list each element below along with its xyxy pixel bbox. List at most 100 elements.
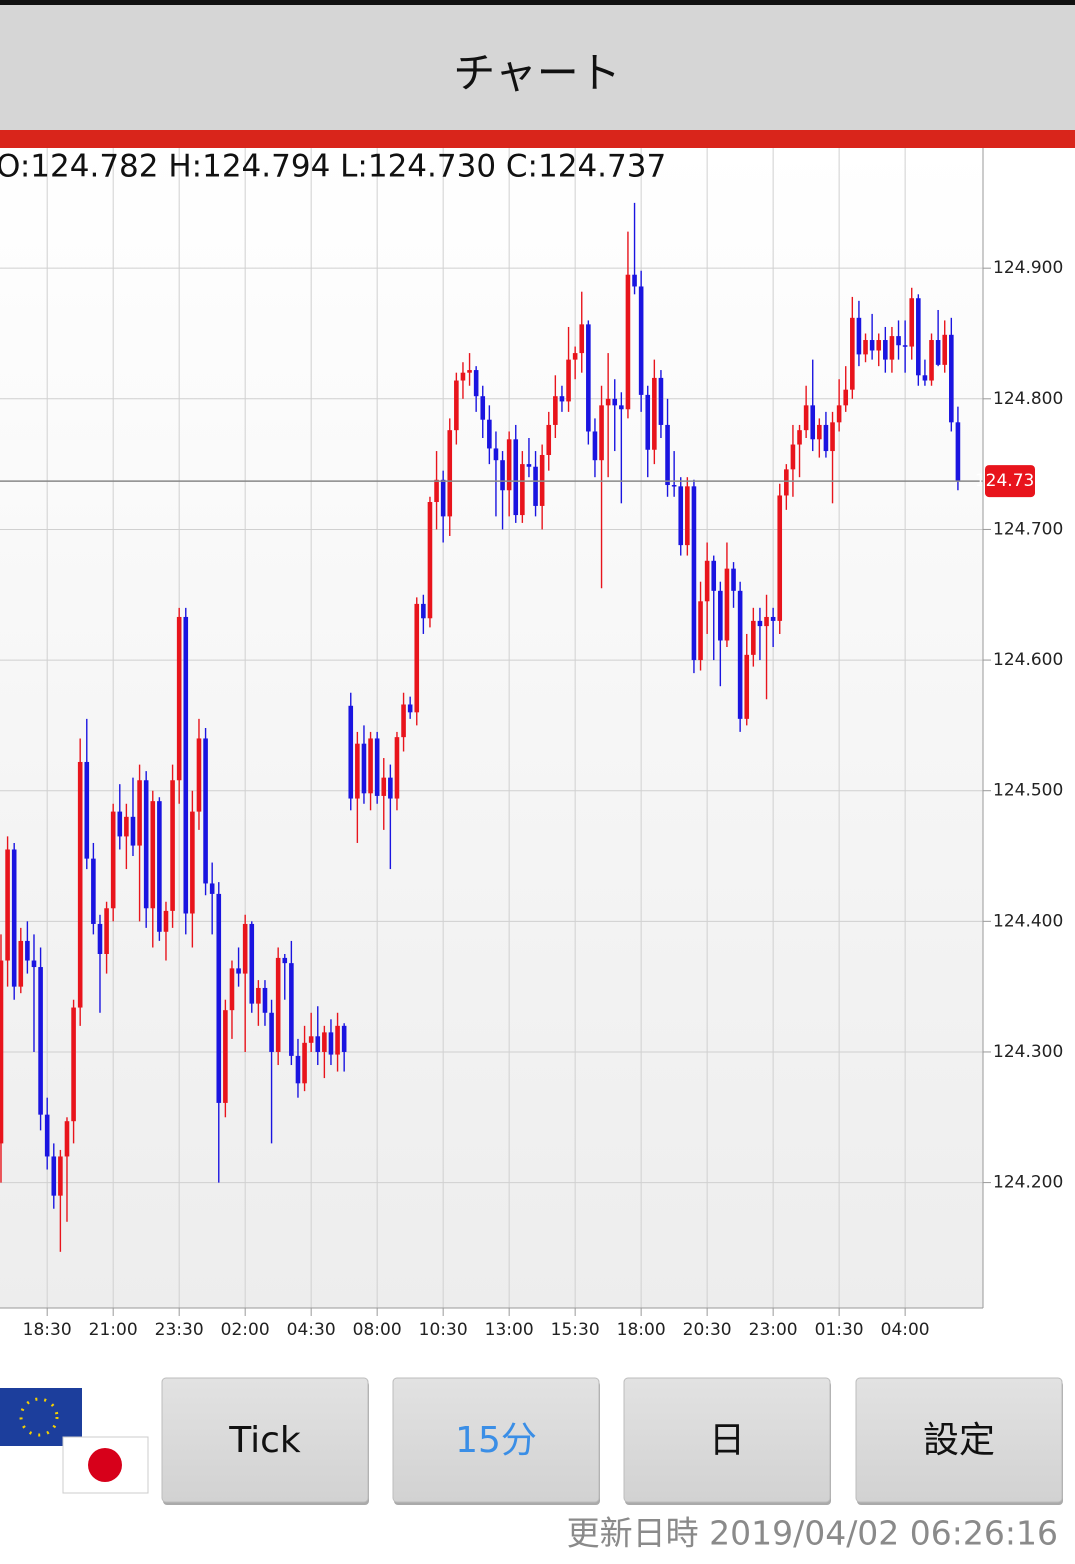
candle-body [876,340,882,351]
candle-body [183,616,189,914]
candle-body [553,396,558,425]
candle-body [711,560,717,591]
accent-bar [0,130,1075,148]
candle-body [328,1032,334,1055]
candle-body [71,1007,76,1122]
candle-body [414,603,420,713]
candle-body [480,396,486,420]
candle-body [638,286,644,395]
candle-body [909,298,915,347]
candle-body [691,486,697,661]
candle-body [401,704,406,738]
button[interactable] [161,1377,369,1503]
candle-body [731,568,736,591]
x-tick-label: 21:00 [89,1320,138,1340]
candle-body [163,910,169,932]
button[interactable] [392,1377,600,1503]
button[interactable] [623,1377,831,1503]
button-label[interactable]: 日 [709,1420,745,1461]
candle-body [229,968,235,1011]
candle-body [685,486,690,546]
x-tick-label: 04:30 [287,1320,336,1340]
candle-body [737,590,743,719]
candle-body [724,568,730,641]
candle-body [493,448,499,461]
button-label[interactable]: 15分 [455,1420,537,1461]
candle-body [51,1156,57,1196]
candle-body [190,811,195,914]
candle-body [117,811,123,837]
candle-body [632,274,637,287]
candle-body [216,893,222,1103]
candle-body [704,560,710,602]
y-tick-label: 124.800 [993,389,1063,409]
candle-body [836,405,842,423]
y-tick-label: 124.200 [993,1173,1063,1193]
candle-body [883,340,888,360]
candle-body [467,370,472,373]
candle-body [949,334,954,423]
candle-body [850,317,855,390]
x-tick-label: 04:00 [881,1320,930,1340]
x-tick-label: 18:30 [23,1320,72,1340]
y-tick-label: 124.400 [993,911,1063,931]
candle-body [289,963,294,1056]
candle-body [295,1055,301,1084]
y-tick-label: 124.600 [993,650,1063,670]
candle-body [315,1036,321,1052]
candle-body [764,616,769,627]
x-tick-label: 15:30 [551,1320,600,1340]
candle-body [394,737,400,799]
candle-body [130,816,136,846]
candle-body [361,743,367,794]
candle-body [658,377,664,425]
candle-body [559,396,565,402]
status-edge [0,0,1075,5]
button-label[interactable]: 設定 [923,1420,995,1461]
candle-body [110,811,116,909]
header-bar [0,0,1075,130]
candle-body [0,960,4,1144]
candle-body [374,738,380,796]
candle-body [18,940,24,987]
candle-body [137,780,142,846]
candle-body [64,1121,70,1157]
candle-body [929,340,934,381]
candle-body [269,1012,274,1052]
candle-body [308,1036,314,1043]
candle-body [58,1156,63,1196]
candle-body [196,738,202,812]
eu-flag[interactable] [0,1388,82,1446]
candle-body [935,340,941,365]
candle-body [388,777,393,799]
candle-body [176,616,182,781]
candle-body [447,430,453,517]
button-label[interactable]: Tick [228,1420,301,1461]
candle-body [744,654,750,719]
candle-body [513,439,519,516]
candle-body [652,377,657,450]
candle-body [922,375,928,381]
candle-body [262,987,268,1013]
candle-body [91,858,96,924]
candle-body [869,340,875,351]
candle-body [242,923,248,974]
candle-body [381,777,387,796]
candle-body [777,495,783,621]
candle-body [223,1010,228,1103]
jp-flag[interactable] [62,1436,149,1494]
candle-body [157,801,162,932]
button[interactable] [855,1377,1063,1503]
candle-body [348,705,354,799]
candle-body [678,486,684,546]
candle-body [579,324,585,354]
candle-body [896,336,901,346]
candle-body [757,620,763,627]
candle-body [11,849,17,987]
candle-body [889,336,895,360]
candle-body [942,334,948,365]
candle-body [902,345,908,347]
candle-body [797,430,802,445]
header-title: チャート [453,49,621,98]
